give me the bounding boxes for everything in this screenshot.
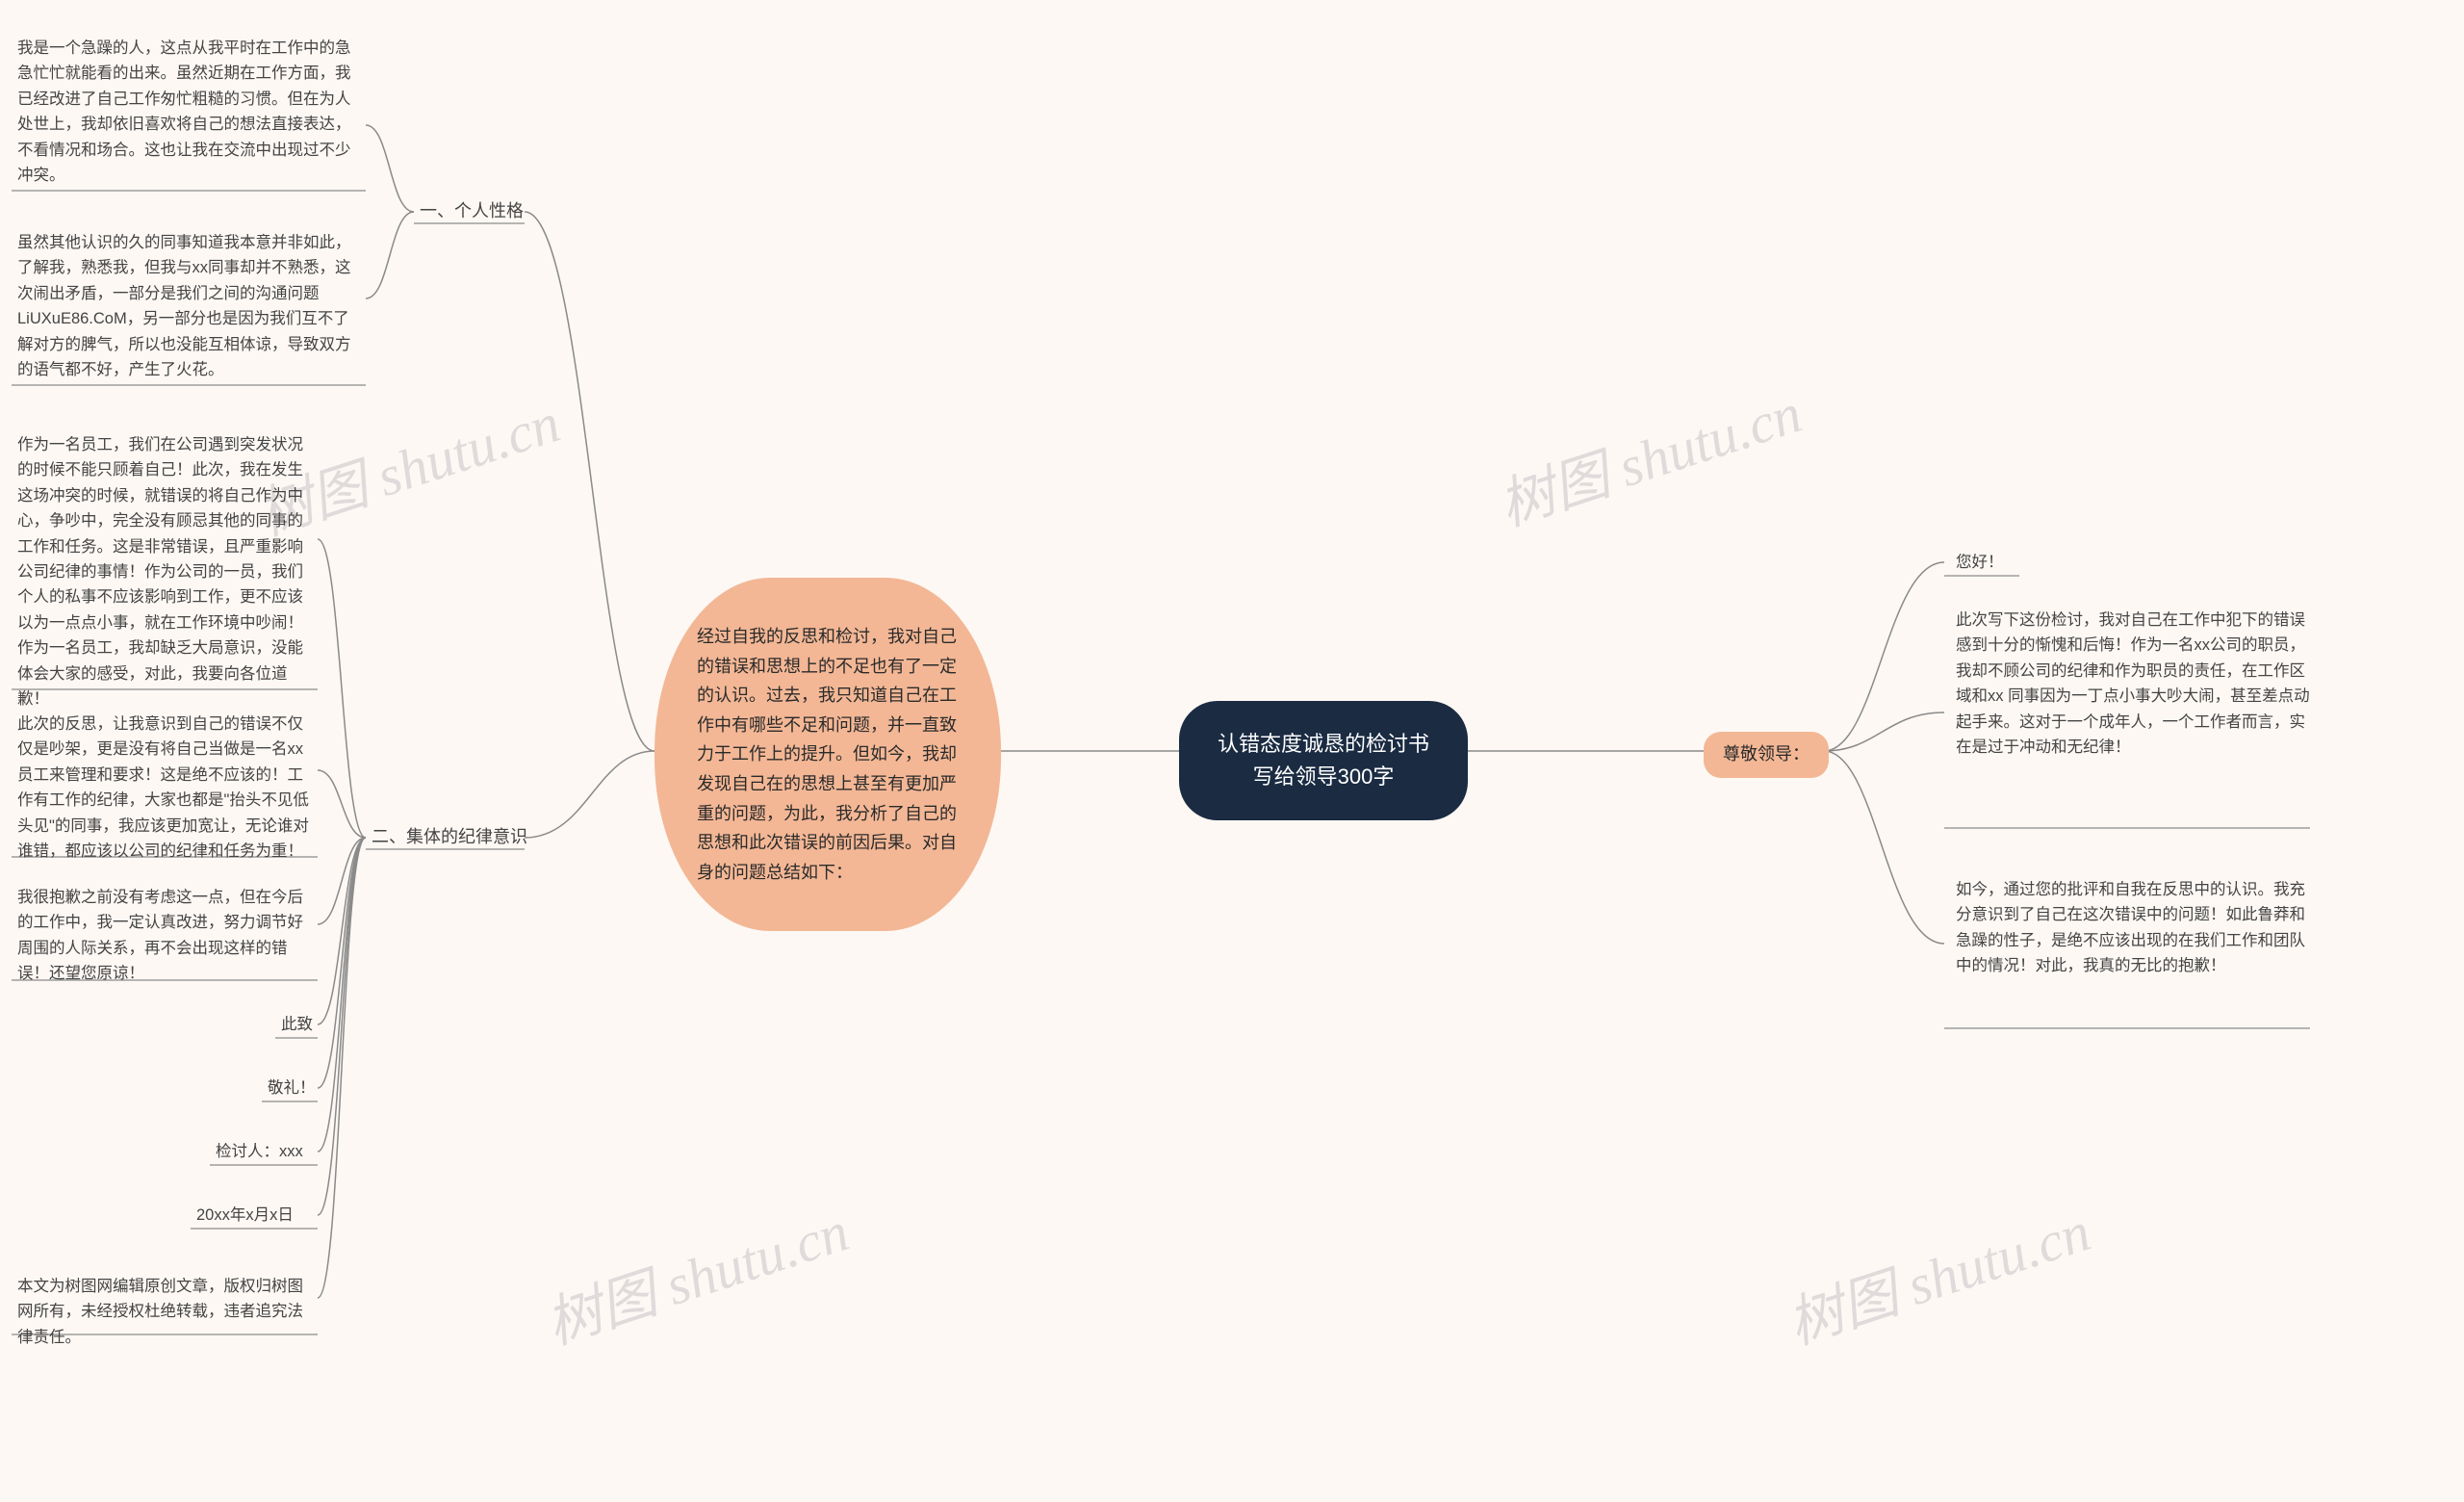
leaf-date[interactable]: 20xx年x月x日 [191, 1200, 299, 1230]
leaf-greeting[interactable]: 您好！ [1950, 547, 2010, 578]
root-text: 认错态度诚恳的检讨书写给领导300字 [1218, 732, 1429, 789]
leaf-confession[interactable]: 此次写下这份检讨，我对自己在工作中犯下的错误感到十分的惭愧和后悔！作为一名xx公… [1950, 605, 2316, 763]
leaf-self-management[interactable]: 此次的反思，让我意识到自己的错误不仅仅是吵架，更是没有将自己当做是一名xx员工来… [12, 709, 320, 867]
section-discipline[interactable]: 二、集体的纪律意识 [368, 822, 531, 853]
leaf-closing-jingli[interactable]: 敬礼！ [262, 1073, 321, 1103]
leaf-signature[interactable]: 检讨人：xxx [210, 1136, 309, 1167]
watermark: 树图 shutu.cn [534, 1186, 857, 1360]
branch-reflection[interactable]: 经过自我的反思和检讨，我对自己的错误和思想上的不足也有了一定的认识。过去，我只知… [654, 578, 1001, 931]
leaf-text: 本文为树图网编辑原创文章，版权归树图网所有，未经授权杜绝转载，违者追究法律责任。 [17, 1278, 303, 1346]
branch-salutation[interactable]: 尊敬领导： [1704, 732, 1829, 778]
leaf-text: 我是一个急躁的人，这点从我平时在工作中的急急忙忙就能看的出来。虽然近期在工作方面… [17, 39, 351, 184]
section-label-text: 一、个人性格 [420, 201, 524, 220]
leaf-colleague-conflict[interactable]: 虽然其他认识的久的同事知道我本意并非如此，了解我，熟悉我，但我与xx同事却并不熟… [12, 227, 368, 385]
leaf-closing-cizhi[interactable]: 此致 [275, 1009, 319, 1040]
leaf-text: 此次写下这份检讨，我对自己在工作中犯下的错误感到十分的惭愧和后悔！作为一名xx公… [1956, 611, 2310, 756]
leaf-text: 如今，通过您的批评和自我在反思中的认识。我充分意识到了自己在这次错误中的问题！如… [1956, 881, 2305, 974]
reflection-text: 经过自我的反思和检讨，我对自己的错误和思想上的不足也有了一定的认识。过去，我只知… [697, 627, 957, 882]
leaf-copyright[interactable]: 本文为树图网编辑原创文章，版权归树图网所有，未经授权杜绝转载，违者追究法律责任。 [12, 1271, 320, 1353]
section-label-text: 二、集体的纪律意识 [372, 827, 527, 846]
root-node[interactable]: 认错态度诚恳的检讨书写给领导300字 [1179, 701, 1468, 820]
leaf-text: 检讨人：xxx [216, 1143, 303, 1160]
watermark: 树图 shutu.cn [1487, 368, 1810, 541]
leaf-text: 此次的反思，让我意识到自己的错误不仅仅是吵架，更是没有将自己当做是一名xx员工来… [17, 715, 309, 860]
leaf-text: 我很抱歉之前没有考虑这一点，但在今后的工作中，我一定认真改进，努力调节好周围的人… [17, 889, 303, 982]
leaf-text: 作为一名员工，我们在公司遇到突发状况的时候不能只顾着自己！此次，我在发生这场冲突… [17, 436, 303, 708]
leaf-text: 敬礼！ [268, 1079, 316, 1097]
leaf-temper[interactable]: 我是一个急躁的人，这点从我平时在工作中的急急忙忙就能看的出来。虽然近期在工作方面… [12, 33, 368, 191]
leaf-text: 虽然其他认识的久的同事知道我本意并非如此，了解我，熟悉我，但我与xx同事却并不熟… [17, 234, 351, 378]
branch-label: 尊敬领导： [1723, 744, 1810, 764]
leaf-text: 您好！ [1956, 554, 2004, 571]
leaf-text: 20xx年x月x日 [196, 1206, 294, 1224]
leaf-text: 此致 [281, 1016, 313, 1033]
watermark: 树图 shutu.cn [1776, 1186, 2098, 1360]
leaf-future-improvement[interactable]: 我很抱歉之前没有考虑这一点，但在今后的工作中，我一定认真改进，努力调节好周围的人… [12, 882, 320, 990]
leaf-realization[interactable]: 如今，通过您的批评和自我在反思中的认识。我充分意识到了自己在这次错误中的问题！如… [1950, 874, 2316, 982]
section-personality[interactable]: 一、个人性格 [416, 196, 527, 227]
leaf-team-apology[interactable]: 作为一名员工，我们在公司遇到突发状况的时候不能只顾着自己！此次，我在发生这场冲突… [12, 429, 320, 714]
